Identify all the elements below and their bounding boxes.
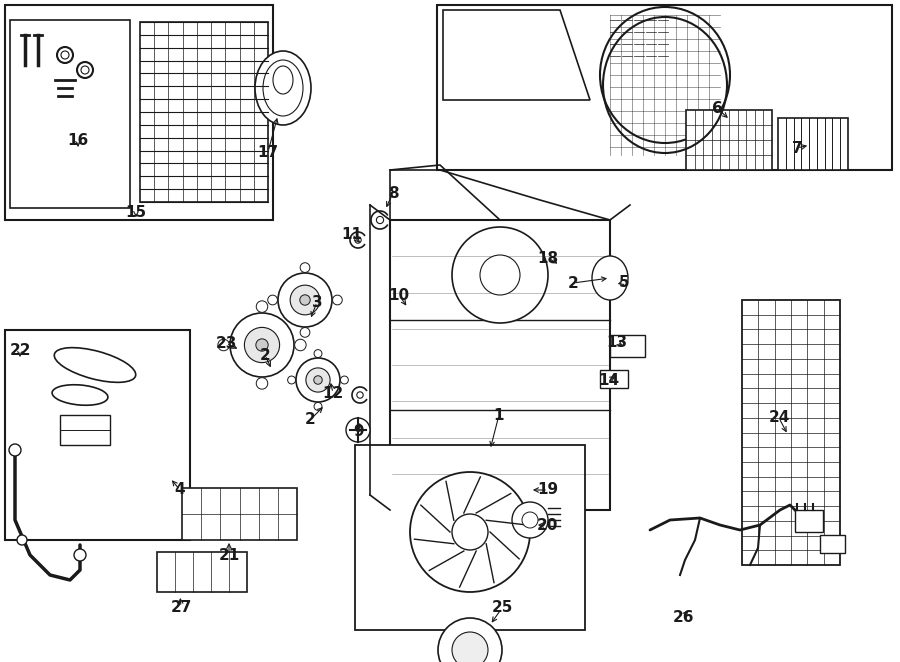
Text: 22: 22: [9, 342, 31, 357]
Circle shape: [314, 376, 322, 384]
Bar: [778, 118, 848, 170]
Ellipse shape: [592, 256, 628, 300]
Circle shape: [340, 376, 348, 384]
Bar: [5, 330, 190, 540]
Text: 26: 26: [672, 610, 694, 624]
Bar: [5, 5, 273, 220]
Circle shape: [9, 444, 21, 456]
Circle shape: [300, 328, 310, 337]
Circle shape: [256, 339, 268, 351]
Bar: [140, 22, 268, 202]
Circle shape: [256, 301, 268, 312]
Ellipse shape: [600, 7, 730, 143]
Circle shape: [356, 392, 364, 399]
Text: 4: 4: [175, 483, 185, 498]
Circle shape: [512, 502, 548, 538]
Text: 25: 25: [491, 600, 513, 616]
Text: 16: 16: [68, 132, 88, 148]
Text: 10: 10: [389, 287, 410, 303]
Circle shape: [438, 618, 502, 662]
Circle shape: [452, 632, 488, 662]
Circle shape: [376, 216, 383, 224]
Text: 9: 9: [354, 424, 364, 440]
Circle shape: [410, 472, 530, 592]
Text: 2: 2: [259, 348, 270, 363]
Polygon shape: [443, 10, 590, 100]
Circle shape: [74, 549, 86, 561]
Circle shape: [314, 402, 322, 410]
Ellipse shape: [273, 66, 293, 94]
Bar: [795, 510, 823, 532]
Circle shape: [355, 237, 361, 243]
Bar: [437, 5, 892, 170]
Text: 12: 12: [322, 385, 344, 401]
Circle shape: [346, 418, 370, 442]
Bar: [182, 488, 297, 540]
Circle shape: [230, 313, 294, 377]
Circle shape: [278, 273, 332, 327]
Circle shape: [256, 377, 268, 389]
Text: 21: 21: [219, 547, 239, 563]
Text: 24: 24: [769, 410, 789, 426]
Circle shape: [218, 339, 230, 351]
Text: 2: 2: [304, 412, 315, 428]
Circle shape: [332, 295, 342, 305]
Circle shape: [452, 514, 488, 550]
Circle shape: [61, 51, 69, 59]
Circle shape: [288, 376, 295, 384]
Circle shape: [77, 62, 93, 78]
Text: 6: 6: [712, 101, 723, 115]
Ellipse shape: [54, 348, 136, 383]
Circle shape: [522, 512, 538, 528]
Bar: [60, 415, 110, 445]
Bar: [390, 220, 610, 510]
Circle shape: [306, 368, 330, 392]
Text: 7: 7: [792, 140, 802, 156]
Circle shape: [480, 255, 520, 295]
Text: 8: 8: [388, 185, 399, 201]
Ellipse shape: [263, 60, 303, 116]
Text: 27: 27: [170, 600, 192, 614]
Circle shape: [267, 295, 277, 305]
Circle shape: [452, 227, 548, 323]
Text: 5: 5: [618, 275, 629, 289]
Text: 13: 13: [607, 334, 627, 350]
Text: 3: 3: [311, 295, 322, 310]
Text: 17: 17: [257, 144, 279, 160]
Text: 14: 14: [598, 373, 619, 387]
Text: 19: 19: [537, 483, 559, 498]
Bar: [686, 110, 772, 170]
Bar: [820, 535, 845, 553]
Bar: [157, 552, 247, 592]
Text: 2: 2: [568, 275, 579, 291]
Ellipse shape: [52, 385, 108, 405]
Circle shape: [300, 263, 310, 273]
Text: 11: 11: [341, 226, 363, 242]
Bar: [610, 335, 645, 357]
Bar: [742, 300, 840, 565]
Circle shape: [294, 339, 306, 351]
Text: 20: 20: [536, 518, 558, 532]
Bar: [600, 370, 628, 388]
Circle shape: [300, 295, 310, 305]
Circle shape: [314, 350, 322, 357]
Text: 1: 1: [494, 408, 504, 422]
Bar: [10, 20, 130, 208]
Circle shape: [290, 285, 320, 315]
Bar: [355, 445, 585, 630]
Ellipse shape: [255, 51, 311, 125]
Text: 23: 23: [215, 336, 237, 350]
Circle shape: [245, 328, 280, 363]
Circle shape: [296, 358, 340, 402]
Circle shape: [57, 47, 73, 63]
Text: 15: 15: [125, 205, 147, 220]
Text: 18: 18: [537, 250, 559, 265]
Circle shape: [17, 535, 27, 545]
Circle shape: [81, 66, 89, 74]
